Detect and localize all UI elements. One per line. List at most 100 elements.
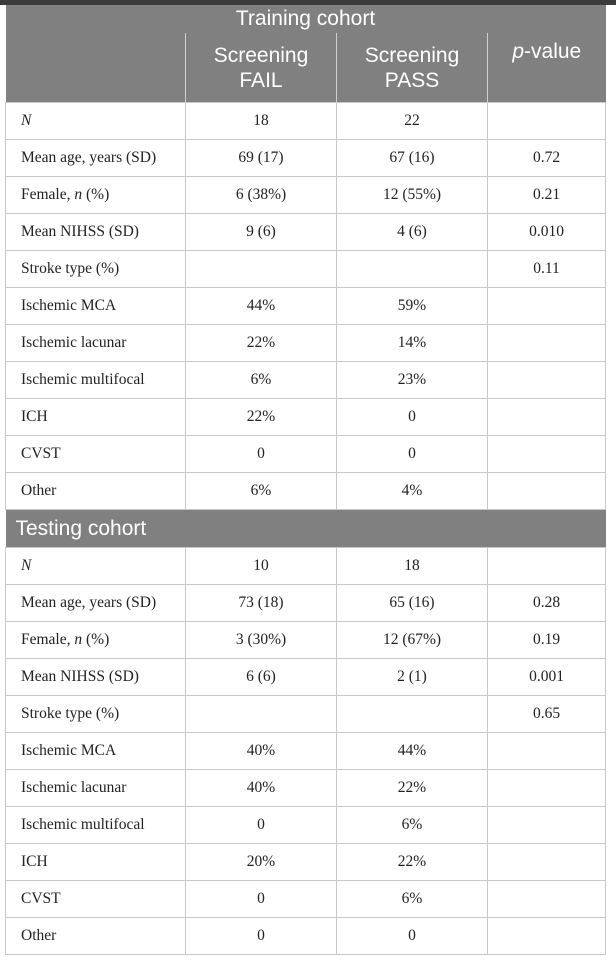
row-label: Other bbox=[5, 472, 186, 510]
p-value-cell bbox=[486, 102, 607, 140]
screening-pass-cell: 2 (1) bbox=[336, 658, 488, 696]
screening-pass-cell: 22% bbox=[336, 843, 488, 881]
row-label: Mean NIHSS (SD) bbox=[5, 658, 186, 696]
screening-fail-cell: 3 (30%) bbox=[185, 621, 337, 659]
row-label: Mean NIHSS (SD) bbox=[5, 213, 186, 251]
p-value-cell: 0.21 bbox=[486, 176, 607, 214]
row-label: Female, n (%) bbox=[5, 176, 186, 214]
header-blank bbox=[5, 33, 186, 103]
screening-fail-cell: 22% bbox=[185, 324, 337, 362]
testing-cohort-title: Testing cohort bbox=[5, 509, 606, 548]
testing-cohort-rows: N 10 18 Mean age, years (SD) 73 (18) 65 (16) 0… bbox=[5, 547, 607, 955]
table-row: CVST 0 0 bbox=[5, 435, 607, 473]
row-label-n: N bbox=[21, 557, 32, 574]
row-label: N bbox=[5, 547, 186, 585]
p-value-cell: 0.28 bbox=[486, 584, 607, 622]
screening-fail-cell: 0 bbox=[185, 880, 337, 918]
screening-fail-cell: 18 bbox=[185, 102, 337, 140]
screening-fail-cell: 6 (6) bbox=[185, 658, 337, 696]
p-value-cell bbox=[486, 361, 607, 399]
row-label: Stroke type (%) bbox=[5, 250, 186, 288]
training-cohort-title: Training cohort bbox=[5, 5, 606, 33]
header-fail-line1: Screening bbox=[213, 43, 309, 67]
screening-fail-cell: 0 bbox=[185, 917, 337, 955]
p-value-cell bbox=[486, 472, 607, 510]
row-label: CVST bbox=[5, 880, 186, 918]
screening-pass-cell: 67 (16) bbox=[336, 139, 488, 177]
row-label: Stroke type (%) bbox=[5, 695, 186, 733]
screening-fail-cell: 6 (38%) bbox=[185, 176, 337, 214]
screening-pass-cell: 0 bbox=[336, 398, 488, 436]
row-label-n: n bbox=[74, 631, 83, 648]
screening-fail-cell: 40% bbox=[185, 732, 337, 770]
screening-pass-cell: 14% bbox=[336, 324, 488, 362]
row-label: Ischemic lacunar bbox=[5, 324, 186, 362]
screening-fail-cell: 22% bbox=[185, 398, 337, 436]
row-label: Female, n (%) bbox=[5, 621, 186, 659]
screening-pass-cell: 22% bbox=[336, 769, 488, 807]
row-label: ICH bbox=[5, 843, 186, 881]
table-row: Ischemic lacunar 40% 22% bbox=[5, 769, 607, 807]
screening-pass-cell: 22 bbox=[336, 102, 488, 140]
p-value-cell: 0.65 bbox=[486, 695, 607, 733]
header-screening-pass: Screening PASS bbox=[336, 33, 488, 103]
screening-fail-cell bbox=[185, 695, 337, 733]
table-row: CVST 0 6% bbox=[5, 880, 607, 918]
table-row: Mean age, years (SD) 73 (18) 65 (16) 0.28 bbox=[5, 584, 607, 622]
table-row: Female, n (%) 3 (30%) 12 (67%) 0.19 bbox=[5, 621, 607, 659]
p-value-cell bbox=[486, 287, 607, 325]
screening-fail-cell: 9 (6) bbox=[185, 213, 337, 251]
training-cohort-title-row: Training cohort bbox=[5, 5, 606, 33]
screening-fail-cell: 10 bbox=[185, 547, 337, 585]
header-pass-line2: PASS bbox=[384, 68, 440, 92]
table-row: Ischemic multifocal 0 6% bbox=[5, 806, 607, 844]
p-value-cell bbox=[486, 398, 607, 436]
table-row: N 10 18 bbox=[5, 547, 607, 585]
screening-fail-cell bbox=[185, 250, 337, 288]
table-row: Mean age, years (SD) 69 (17) 67 (16) 0.72 bbox=[5, 139, 607, 177]
row-label-part: Female, bbox=[21, 186, 75, 203]
table-row: Ischemic MCA 44% 59% bbox=[5, 287, 607, 325]
row-label: Ischemic MCA bbox=[5, 287, 186, 325]
table-row: Mean NIHSS (SD) 6 (6) 2 (1) 0.001 bbox=[5, 658, 607, 696]
header-pass-line1: Screening bbox=[364, 43, 460, 67]
p-value-cell: 0.001 bbox=[486, 658, 607, 696]
screening-fail-cell: 40% bbox=[185, 769, 337, 807]
header-fail-line2: FAIL bbox=[239, 68, 283, 92]
p-value-cell bbox=[486, 769, 607, 807]
p-value-cell bbox=[486, 806, 607, 844]
screening-pass-cell: 44% bbox=[336, 732, 488, 770]
row-label: Mean age, years (SD) bbox=[5, 139, 186, 177]
row-label: Ischemic lacunar bbox=[5, 769, 186, 807]
row-label: Ischemic MCA bbox=[5, 732, 186, 770]
screening-pass-cell: 4% bbox=[336, 472, 488, 510]
p-value-cell bbox=[486, 880, 607, 918]
table-row: ICH 20% 22% bbox=[5, 843, 607, 881]
table-row: Ischemic MCA 40% 44% bbox=[5, 732, 607, 770]
screening-pass-cell bbox=[336, 250, 488, 288]
table-row: ICH 22% 0 bbox=[5, 398, 607, 436]
row-label-n: N bbox=[21, 112, 32, 129]
screening-fail-cell: 0 bbox=[185, 435, 337, 473]
row-label: Ischemic multifocal bbox=[5, 361, 186, 399]
p-value-cell: 0.11 bbox=[486, 250, 607, 288]
cohort-table: Training cohort Screening FAIL Screening P… bbox=[5, 5, 607, 955]
screening-pass-cell: 0 bbox=[336, 917, 488, 955]
screening-pass-cell: 4 (6) bbox=[336, 213, 488, 251]
row-label-n: n bbox=[74, 186, 83, 203]
row-label: ICH bbox=[5, 398, 186, 436]
p-value-cell bbox=[486, 843, 607, 881]
screening-pass-cell: 65 (16) bbox=[336, 584, 488, 622]
p-value-cell bbox=[486, 324, 607, 362]
table-row: Other 0 0 bbox=[5, 917, 607, 955]
row-label: Other bbox=[5, 917, 186, 955]
screening-pass-cell: 18 bbox=[336, 547, 488, 585]
p-value-cell bbox=[486, 547, 607, 585]
screening-fail-cell: 69 (17) bbox=[185, 139, 337, 177]
p-value-cell bbox=[486, 917, 607, 955]
table-row: N 18 22 bbox=[5, 102, 607, 140]
screening-fail-cell: 44% bbox=[185, 287, 337, 325]
screening-fail-cell: 20% bbox=[185, 843, 337, 881]
testing-cohort-title-row: Testing cohort bbox=[5, 509, 606, 548]
top-border bbox=[0, 0, 616, 5]
